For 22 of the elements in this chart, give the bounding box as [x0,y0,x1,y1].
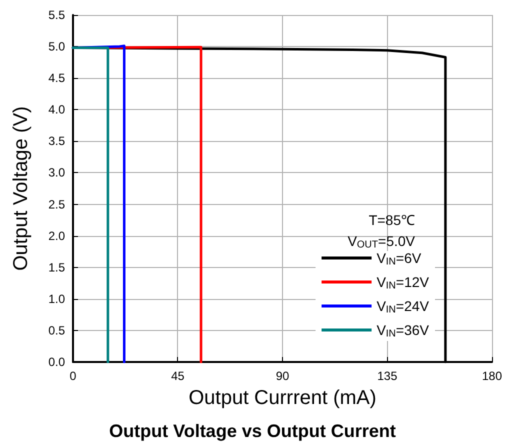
y-tick-label: 1.5 [48,260,66,274]
line-series [72,44,126,364]
x-tick-label: 180 [482,369,502,383]
x-tick-label: 90 [276,369,290,383]
y-tick-label: 2.5 [48,197,66,212]
x-tick-label: 135 [377,369,398,383]
y-tick-label: 4.0 [48,102,66,117]
y-tick-label: 3.5 [48,134,66,148]
text: Output Voltage vs Output Current [109,421,396,441]
y-tick-label: 2.0 [48,228,66,243]
y-tick-label: 5.0 [48,40,66,54]
y-tick-label: 5.5 [48,8,66,22]
y-tick-label: 1.0 [48,292,66,306]
y-tick-label: 0.0 [48,355,66,369]
x-tick-label: 45 [171,369,185,383]
annotation: T=85℃ [368,212,416,228]
y-tick-label: 4.5 [48,71,66,86]
y-axis-title: Output Voltage (V) [10,106,32,271]
x-tick-label: 0 [70,369,77,383]
y-tick-label: 0.5 [48,323,66,338]
y-tick-label: 3.0 [48,166,66,180]
x-axis-title: Output Currrent (mA) [188,387,376,409]
